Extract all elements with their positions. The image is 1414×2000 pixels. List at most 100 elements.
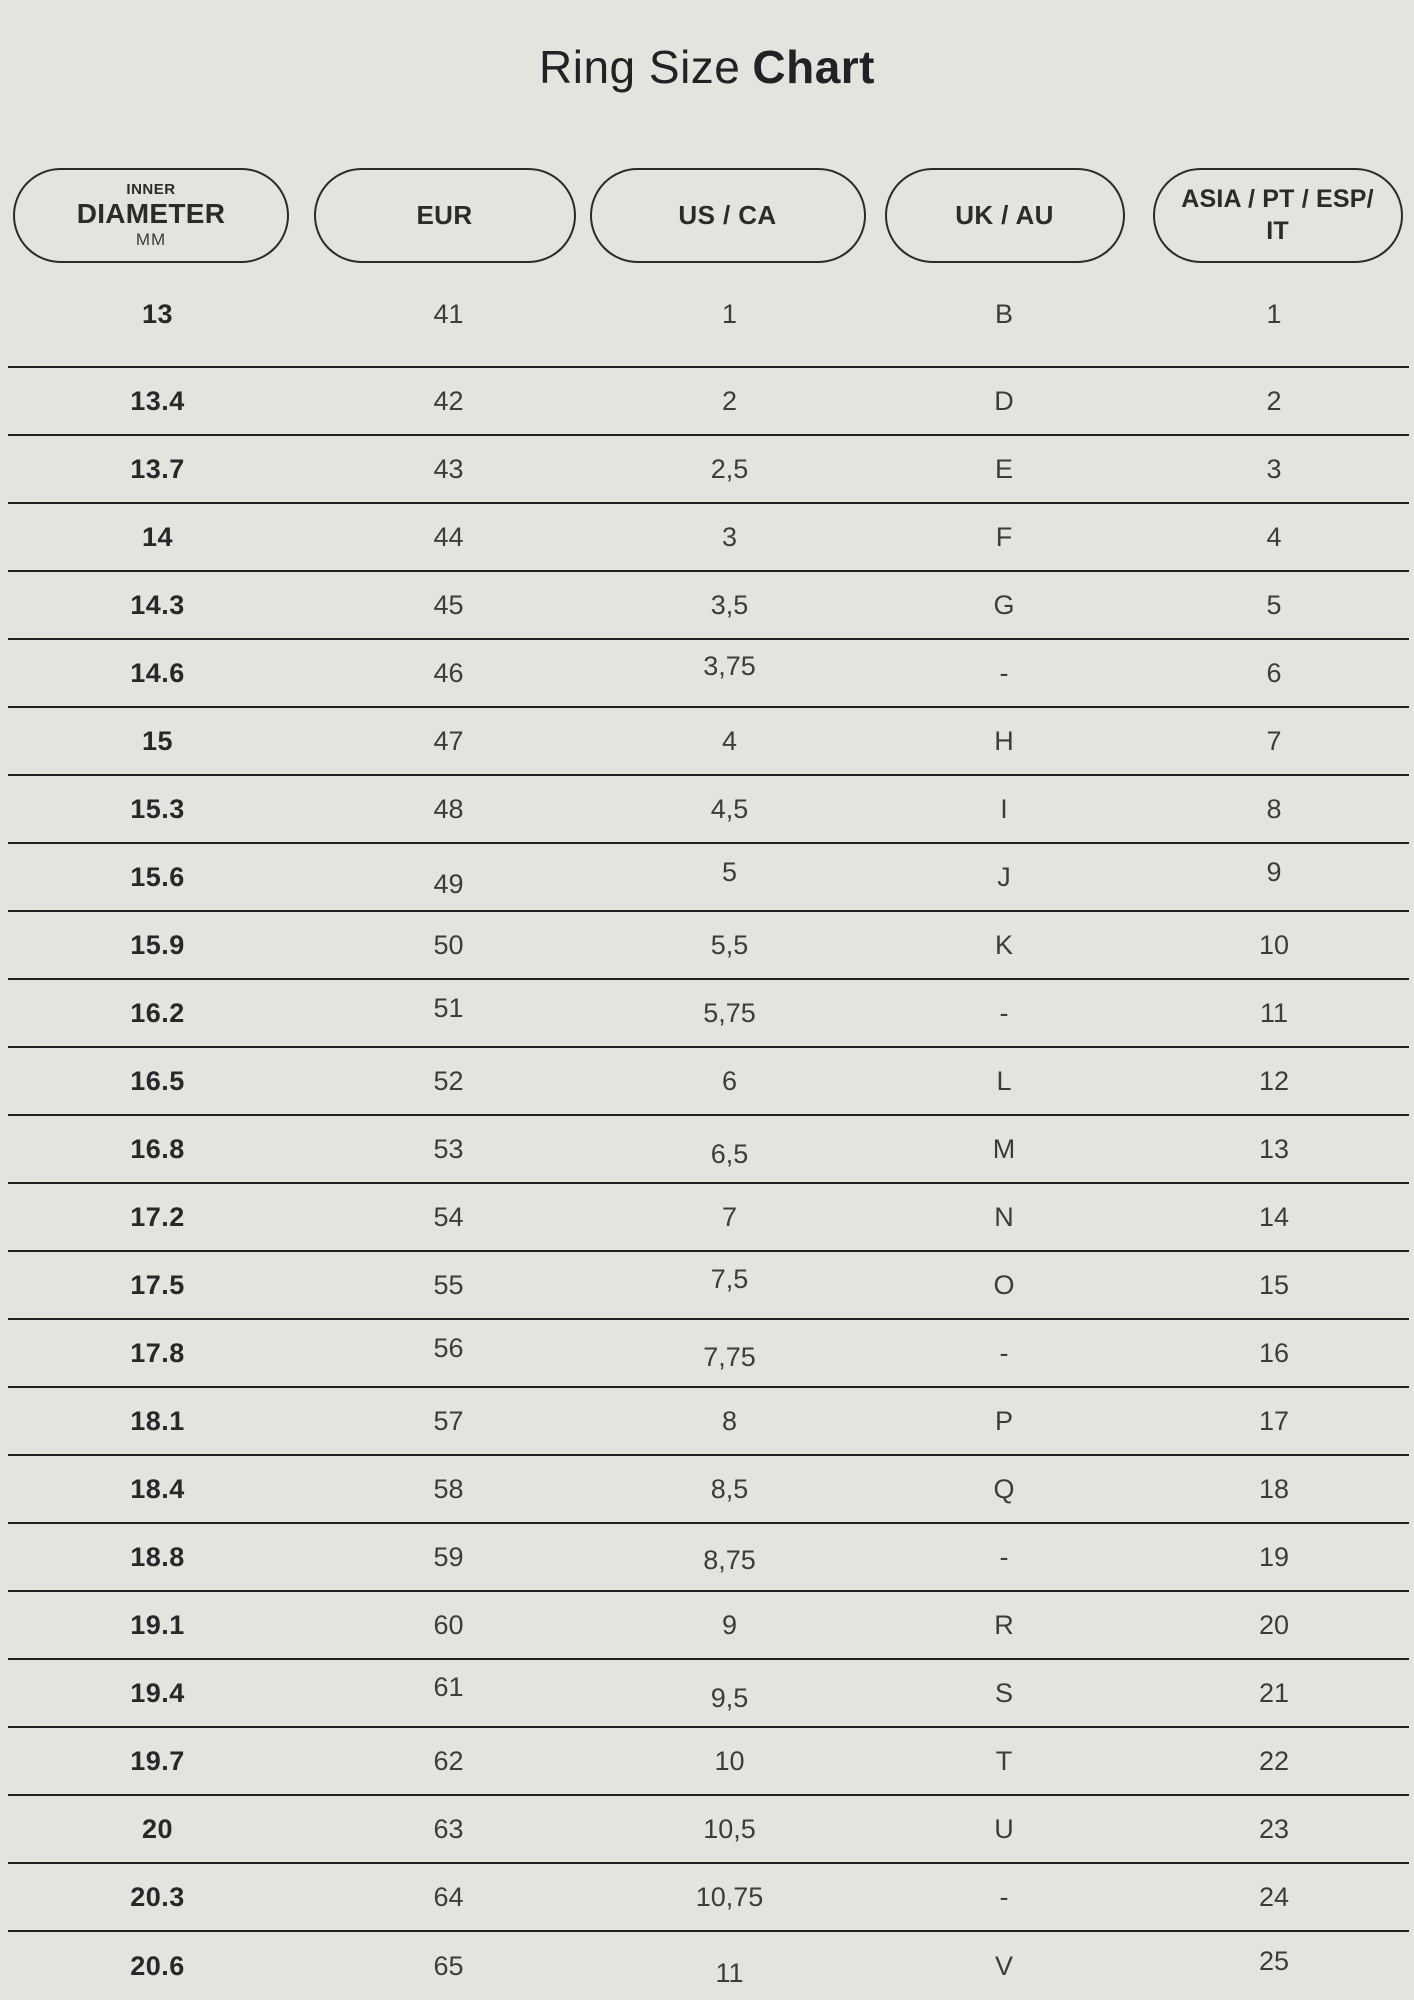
- table-cell: 25: [1258, 1945, 1290, 1976]
- table-row: 15.6 49 5 J 9: [8, 844, 1409, 912]
- table-cell: 16.8: [130, 1133, 185, 1164]
- table-row: 18.1 57 8 P 17: [8, 1388, 1409, 1456]
- table-cell: 6: [1266, 657, 1282, 688]
- table-cell: N: [994, 1201, 1014, 1232]
- table-cell: 50: [433, 929, 464, 960]
- table-cell: 63: [433, 1813, 464, 1844]
- table-cell: 2: [1266, 385, 1282, 416]
- table-cell: 55: [433, 1269, 464, 1300]
- table-cell: 2: [721, 385, 738, 416]
- table-cell: 4: [1266, 521, 1282, 552]
- table-cell: 46: [433, 657, 464, 688]
- table-cell: -: [999, 997, 1009, 1028]
- table-cell: 19: [1258, 1541, 1290, 1572]
- table-cell: 6: [721, 1065, 738, 1096]
- table-cell: 48: [433, 793, 464, 824]
- table-cell: 9: [1266, 856, 1282, 887]
- table-row: 14.6 46 3,75 - 6: [8, 640, 1409, 708]
- header-eur-label: EUR: [416, 199, 473, 230]
- table-cell: U: [994, 1813, 1014, 1844]
- table-row: 17.5 55 7,5 O 15: [8, 1252, 1409, 1320]
- table-cell: 15: [1258, 1269, 1290, 1300]
- table-cell: 65: [433, 1950, 464, 1981]
- table-cell: I: [1000, 793, 1008, 824]
- table-cell: 3,5: [710, 589, 749, 620]
- table-cell: 54: [433, 1201, 464, 1232]
- table-cell: 51: [433, 992, 464, 1023]
- table-cell: 11: [715, 1957, 744, 1988]
- table-cell: 17: [1258, 1405, 1290, 1436]
- table-cell: 13.4: [130, 385, 185, 416]
- table-cell: 60: [433, 1609, 464, 1640]
- table-cell: 20.3: [130, 1881, 185, 1912]
- table-cell: 10: [1258, 929, 1290, 960]
- table-cell: 6,5: [710, 1138, 749, 1169]
- table-cell: 22: [1258, 1745, 1290, 1776]
- table-cell: 18.1: [130, 1405, 185, 1436]
- table-cell: 5: [1266, 589, 1282, 620]
- table-cell: F: [995, 521, 1013, 552]
- table-cell: E: [994, 453, 1013, 484]
- table-cell: 7,5: [710, 1263, 749, 1294]
- table-cell: Q: [993, 1473, 1015, 1504]
- header-cell-asia: ASIA / PT / ESP/ IT: [1141, 168, 1414, 263]
- header-cell-us-ca: US / CA: [587, 168, 868, 263]
- table-cell: 18.8: [130, 1541, 185, 1572]
- table-cell: 3,75: [703, 650, 756, 681]
- table-cell: 14.6: [130, 657, 185, 688]
- header-mm-label: MM: [135, 230, 167, 250]
- table-cell: 19.4: [130, 1677, 185, 1708]
- table-row: 14 44 3 F 4: [8, 504, 1409, 572]
- column-pill-eur: EUR: [313, 168, 576, 263]
- table-cell: 8: [721, 1405, 738, 1436]
- table-cell: 10,75: [695, 1881, 764, 1912]
- table-cell: 5,5: [710, 929, 749, 960]
- table-row: 20.6 65 11 V 25: [8, 1932, 1409, 2000]
- table-cell: 17.2: [130, 1201, 185, 1232]
- table-cell: H: [994, 725, 1014, 756]
- table-cell: 45: [433, 589, 464, 620]
- table-row: 19.4 61 9,5 S 21: [8, 1660, 1409, 1728]
- table-cell: 64: [433, 1881, 464, 1912]
- header-cell-eur: EUR: [302, 168, 587, 263]
- header-uk-au-label: UK / AU: [955, 199, 1054, 230]
- table-cell: V: [994, 1950, 1013, 1981]
- table-cell: 47: [433, 725, 464, 756]
- table-row: 18.8 59 8,75 - 19: [8, 1524, 1409, 1592]
- table-cell: 62: [433, 1745, 464, 1776]
- table-cell: B: [994, 299, 1013, 329]
- table-cell: 8,75: [703, 1544, 756, 1575]
- header-us-ca-label: US / CA: [678, 199, 777, 230]
- table-cell: 7,75: [703, 1341, 756, 1372]
- table-cell: 8,5: [710, 1473, 749, 1504]
- table-cell: 59: [433, 1541, 464, 1572]
- table-cell: 5,75: [703, 997, 756, 1028]
- table-cell: 41: [433, 299, 464, 329]
- table-cell: 16: [1258, 1337, 1290, 1368]
- table-cell: K: [994, 929, 1013, 960]
- table-row: 17.2 54 7 N 14: [8, 1184, 1409, 1252]
- table-cell: 9,5: [710, 1682, 749, 1713]
- table-cell: 42: [433, 385, 464, 416]
- table-cell: 14.3: [130, 589, 185, 620]
- table-cell: -: [999, 1881, 1009, 1912]
- table-row: 13.7 43 2,5 E 3: [8, 436, 1409, 504]
- table-cell: T: [995, 1745, 1013, 1776]
- table-cell: 16.5: [130, 1065, 185, 1096]
- table-row: 16.8 53 6,5 M 13: [8, 1116, 1409, 1184]
- table-cell: 15.9: [130, 929, 185, 960]
- table-row: 20.3 64 10,75 - 24: [8, 1864, 1409, 1932]
- table-cell: P: [994, 1405, 1013, 1436]
- table-cell: -: [999, 1337, 1009, 1368]
- column-pill-us-ca: US / CA: [589, 168, 866, 263]
- table-row: 15.3 48 4,5 I 8: [8, 776, 1409, 844]
- table-cell: 14: [141, 521, 174, 552]
- table-cell: 21: [1258, 1677, 1290, 1708]
- table-cell: 3: [721, 521, 738, 552]
- table-cell: 20: [1258, 1609, 1290, 1640]
- header-cell-uk-au: UK / AU: [868, 168, 1141, 263]
- table-cell: 8: [1266, 793, 1282, 824]
- table-cell: 18.4: [130, 1473, 185, 1504]
- table-cell: 53: [433, 1133, 464, 1164]
- header-inner-label: INNER: [126, 181, 176, 198]
